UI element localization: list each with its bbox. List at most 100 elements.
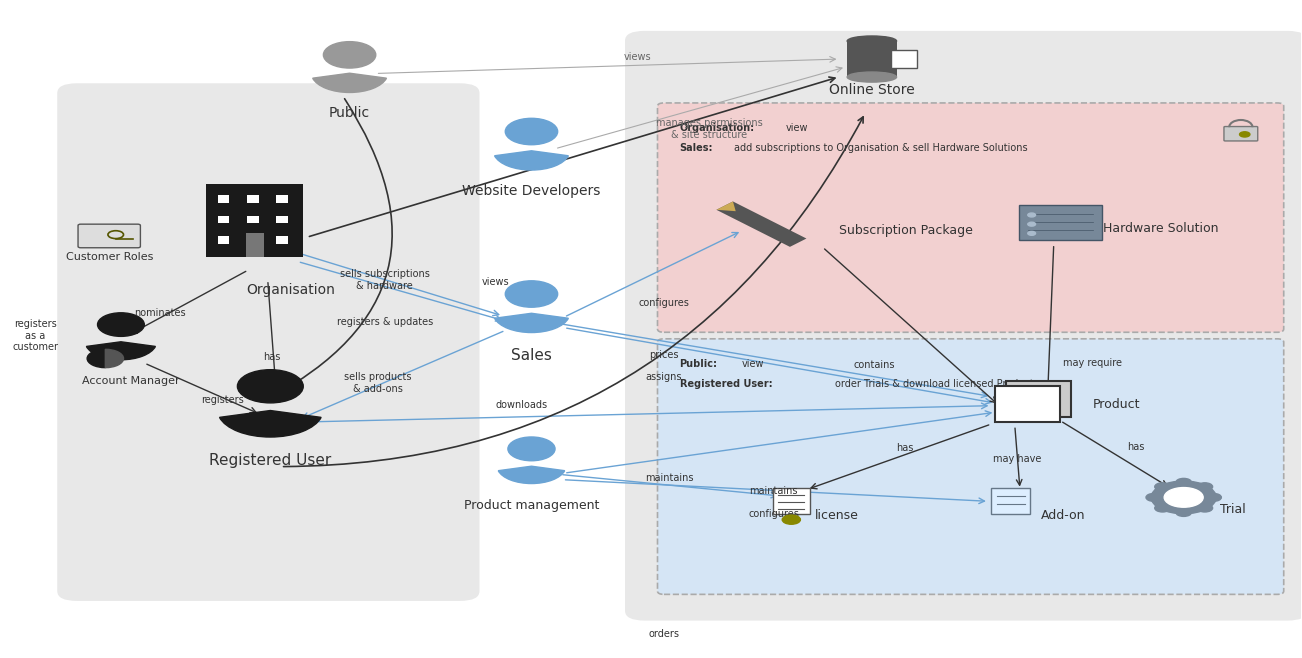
FancyBboxPatch shape xyxy=(848,41,897,77)
Ellipse shape xyxy=(848,72,897,82)
FancyBboxPatch shape xyxy=(1018,205,1101,240)
Text: sells subscriptions
& hardware: sells subscriptions & hardware xyxy=(340,269,430,291)
Text: configures: configures xyxy=(749,509,799,519)
Bar xyxy=(276,195,288,203)
Bar xyxy=(247,195,259,203)
Wedge shape xyxy=(495,313,569,332)
Circle shape xyxy=(1164,488,1203,507)
FancyBboxPatch shape xyxy=(78,224,141,248)
Circle shape xyxy=(237,370,303,403)
Text: Account Manager: Account Manager xyxy=(82,376,180,386)
FancyBboxPatch shape xyxy=(773,488,810,515)
Text: has: has xyxy=(1128,442,1144,452)
Circle shape xyxy=(505,118,557,145)
Text: has: has xyxy=(896,443,913,453)
Circle shape xyxy=(98,313,145,336)
Text: registers & updates: registers & updates xyxy=(336,317,432,328)
Text: Product management: Product management xyxy=(464,499,599,513)
Text: Online Store: Online Store xyxy=(829,83,915,97)
Circle shape xyxy=(1027,222,1035,226)
Wedge shape xyxy=(312,73,387,93)
Text: Sales:: Sales: xyxy=(680,143,713,153)
Text: Product: Product xyxy=(1092,398,1141,411)
Circle shape xyxy=(1176,509,1191,517)
Text: Add-on: Add-on xyxy=(1040,509,1086,522)
Circle shape xyxy=(508,437,555,461)
Circle shape xyxy=(505,281,557,307)
Text: view: view xyxy=(786,123,809,133)
Polygon shape xyxy=(716,201,736,211)
Polygon shape xyxy=(716,201,806,247)
FancyBboxPatch shape xyxy=(658,339,1284,594)
Text: nominates: nominates xyxy=(134,308,186,318)
Text: Sales: Sales xyxy=(510,347,552,363)
FancyBboxPatch shape xyxy=(57,84,479,601)
Circle shape xyxy=(1027,213,1035,217)
Text: Registered User:: Registered User: xyxy=(680,378,772,389)
Text: Organisation: Organisation xyxy=(246,283,336,297)
Wedge shape xyxy=(495,151,569,170)
Circle shape xyxy=(1155,504,1170,512)
Text: registers: registers xyxy=(201,395,243,405)
FancyBboxPatch shape xyxy=(1224,126,1258,141)
Text: Organisation:: Organisation: xyxy=(680,123,755,133)
Wedge shape xyxy=(499,467,565,484)
Circle shape xyxy=(1146,494,1161,501)
Text: Hardware Solution: Hardware Solution xyxy=(1103,222,1219,236)
Wedge shape xyxy=(87,349,105,368)
Text: views: views xyxy=(624,52,652,62)
Bar xyxy=(246,233,263,257)
Ellipse shape xyxy=(848,36,897,46)
Text: maintains: maintains xyxy=(749,486,797,497)
FancyBboxPatch shape xyxy=(1005,381,1070,417)
Text: maintains: maintains xyxy=(644,473,694,484)
Circle shape xyxy=(1027,232,1035,236)
Text: has: has xyxy=(263,351,280,361)
Text: Subscription Package: Subscription Package xyxy=(840,224,974,238)
Text: view: view xyxy=(742,359,764,369)
Text: Registered User: Registered User xyxy=(210,453,332,468)
Text: orders: orders xyxy=(648,628,680,639)
Text: downloads: downloads xyxy=(495,400,547,410)
Text: license: license xyxy=(815,509,858,522)
Text: may have: may have xyxy=(993,454,1042,464)
FancyBboxPatch shape xyxy=(991,488,1030,515)
Wedge shape xyxy=(86,342,155,360)
Text: Customer Roles: Customer Roles xyxy=(65,252,152,262)
Circle shape xyxy=(1176,478,1191,486)
Bar xyxy=(276,216,288,223)
Bar xyxy=(247,216,259,223)
Circle shape xyxy=(1197,483,1212,491)
Text: prices: prices xyxy=(650,350,678,360)
FancyBboxPatch shape xyxy=(206,184,303,257)
Text: manages permissions
& site structure: manages permissions & site structure xyxy=(656,118,763,140)
FancyBboxPatch shape xyxy=(658,103,1284,332)
FancyBboxPatch shape xyxy=(625,31,1302,620)
Circle shape xyxy=(323,41,376,68)
Text: Trial: Trial xyxy=(1220,503,1246,516)
Wedge shape xyxy=(105,349,124,368)
FancyBboxPatch shape xyxy=(995,386,1060,422)
Bar xyxy=(247,236,259,244)
Text: Public: Public xyxy=(329,106,370,120)
Text: registers
as a
customer: registers as a customer xyxy=(12,319,59,352)
Circle shape xyxy=(1151,481,1216,514)
Bar xyxy=(217,216,229,223)
Circle shape xyxy=(783,515,801,524)
Text: assigns: assigns xyxy=(646,372,682,382)
Bar xyxy=(217,236,229,244)
Text: contains: contains xyxy=(854,360,896,370)
Circle shape xyxy=(1240,132,1250,137)
Text: order Trials & download licensed Products: order Trials & download licensed Product… xyxy=(836,378,1039,389)
Text: add subscriptions to Organisation & sell Hardware Solutions: add subscriptions to Organisation & sell… xyxy=(734,143,1027,153)
FancyBboxPatch shape xyxy=(892,50,918,68)
Text: views: views xyxy=(482,278,509,288)
Text: may require: may require xyxy=(1064,358,1122,368)
Text: configures: configures xyxy=(638,298,690,308)
Circle shape xyxy=(1155,483,1170,491)
Wedge shape xyxy=(220,411,322,437)
Text: sells products
& add-ons: sells products & add-ons xyxy=(345,372,411,393)
Text: Public:: Public: xyxy=(680,359,717,369)
Circle shape xyxy=(1197,504,1212,512)
Circle shape xyxy=(1206,494,1221,501)
